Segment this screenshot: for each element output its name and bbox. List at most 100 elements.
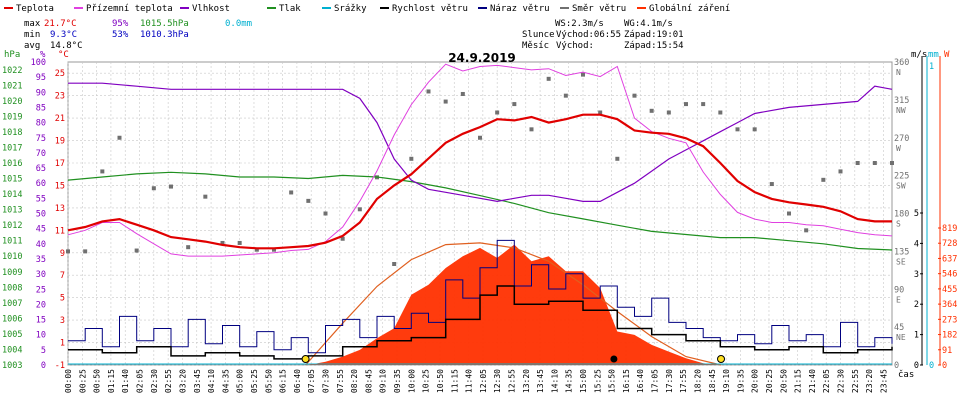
legend-label-wind-speed: Rychlost větru <box>392 4 468 14</box>
humidity-tick-label: 80 <box>36 119 46 129</box>
humidity-tick-label: 70 <box>36 149 46 159</box>
humidity-tick-label: 65 <box>36 164 46 174</box>
wind-gust-info: WG:4.1m/s <box>624 19 673 29</box>
legend-label-humidity: Vlhkost <box>192 4 230 14</box>
wind-direction-point <box>838 169 843 174</box>
radiation-tick-label: 546 <box>942 270 957 280</box>
direction-tick-label: 180 <box>894 210 909 220</box>
wind-direction-point <box>804 228 809 233</box>
rain-tick-label: 0 <box>929 361 934 371</box>
x-tick-label: 18:20 <box>693 369 702 393</box>
direction-letter-label: N <box>896 68 901 77</box>
x-tick-label: 10:25 <box>422 369 431 393</box>
pressure-line <box>67 171 893 251</box>
x-tick-label: 00:00 <box>64 369 73 393</box>
stats-min-humidity: 53% <box>112 30 129 40</box>
wind-direction-point <box>684 102 688 107</box>
x-tick-label: 09:35 <box>393 369 402 393</box>
x-tick-label: 06:40 <box>293 369 302 393</box>
wind-direction-point <box>443 99 448 104</box>
pressure-tick-label: 1012 <box>2 221 22 231</box>
wind-direction-point <box>598 110 603 115</box>
stats-max-humidity: 95% <box>112 19 129 29</box>
wind-direction-point <box>701 102 706 107</box>
ground-temperature-line <box>67 63 893 257</box>
pressure-tick-label: 1013 <box>2 206 22 216</box>
wind-direction-point <box>323 211 328 216</box>
humidity-tick-label: 15 <box>36 316 46 326</box>
stats-min-pressure: 1010.3hPa <box>140 30 189 40</box>
stats-max-rain: 0.0mm <box>225 19 252 29</box>
wind-direction-point <box>649 108 654 113</box>
legend-label-rain: Srážky <box>334 4 367 14</box>
wind-direction-point <box>357 207 362 212</box>
x-tick-label: 09:10 <box>379 369 388 393</box>
direction-tick-label: 315 <box>894 96 909 106</box>
direction-tick-label: 270 <box>894 134 909 144</box>
wind-direction-point <box>855 161 860 165</box>
x-tick-label: 21:40 <box>808 369 817 393</box>
wind-direction-point <box>478 135 482 140</box>
direction-letter-label: S <box>896 220 901 229</box>
wind-direction-point <box>735 127 740 132</box>
pressure-tick-label: 1018 <box>2 128 22 138</box>
x-tick-label: 20:00 <box>751 369 760 393</box>
wind-direction-point <box>563 93 568 98</box>
direction-tick-label: 0 <box>894 361 899 371</box>
temp-tick-label: 5 <box>60 294 65 304</box>
x-tick-label: 17:55 <box>679 369 688 393</box>
wind-direction-point <box>426 89 431 94</box>
x-tick-label: 17:30 <box>665 369 674 393</box>
legend-label-ground-temp: Přízemní teplota <box>86 4 173 14</box>
temp-tick-label: 21 <box>55 114 65 124</box>
wind-direction-point <box>632 93 637 98</box>
sunset-info: Západ:19:01 <box>624 30 684 40</box>
x-tick-label: 01:40 <box>121 369 130 393</box>
x-tick-label: 10:00 <box>407 369 416 393</box>
sun-label: Slunce <box>522 30 555 40</box>
unit-mm: mm <box>928 50 939 60</box>
x-tick-label: 01:15 <box>107 369 116 393</box>
unit-time: čas <box>898 369 914 380</box>
humidity-tick-label: 90 <box>36 88 46 98</box>
pressure-tick-label: 1015 <box>2 175 22 185</box>
wind-direction-point <box>495 110 500 115</box>
direction-letter-label: W <box>896 144 901 153</box>
temp-tick-label: 19 <box>55 137 65 147</box>
rain-tick-label: 1 <box>929 62 934 72</box>
x-tick-label: 12:05 <box>479 369 488 393</box>
series <box>66 63 894 366</box>
humidity-tick-label: 10 <box>36 331 46 341</box>
direction-tick-label: 360 <box>894 58 909 68</box>
temp-tick-label: 9 <box>60 249 65 259</box>
humidity-tick-label: 100 <box>31 58 46 68</box>
x-tick-label: 16:40 <box>636 369 645 393</box>
pressure-tick-label: 1014 <box>2 190 22 200</box>
x-tick-label: 14:35 <box>565 369 574 393</box>
humidity-tick-label: 25 <box>36 285 46 295</box>
x-tick-label: 15:25 <box>593 369 602 393</box>
pressure-tick-label: 1009 <box>2 268 22 278</box>
unit-percent: % <box>40 50 46 60</box>
temp-tick-label: 25 <box>55 69 65 79</box>
x-tick-label: 15:00 <box>579 369 588 393</box>
x-tick-label: 23:45 <box>879 369 888 393</box>
wind-direction-point <box>460 91 465 96</box>
humidity-tick-label: 5 <box>41 346 46 356</box>
radiation-tick-label: 182 <box>942 331 957 341</box>
wind-direction-point <box>66 249 70 254</box>
x-tick-label: 11:40 <box>465 369 474 393</box>
x-tick-label: 13:20 <box>522 369 531 393</box>
x-tick-label: 04:10 <box>207 369 216 393</box>
temperature-line <box>67 113 892 250</box>
sun-marker <box>717 355 726 363</box>
x-tick-label: 05:00 <box>236 369 245 393</box>
x-tick-label: 22:05 <box>822 369 831 393</box>
stats-avg-temp: 14.8°C <box>50 41 83 51</box>
radiation-tick-label: 0 <box>942 361 947 371</box>
chart-title-date: 24.9.2019 <box>448 51 516 65</box>
x-tick-label: 08:20 <box>350 369 359 393</box>
legend-label-pressure: Tlak <box>279 4 301 14</box>
